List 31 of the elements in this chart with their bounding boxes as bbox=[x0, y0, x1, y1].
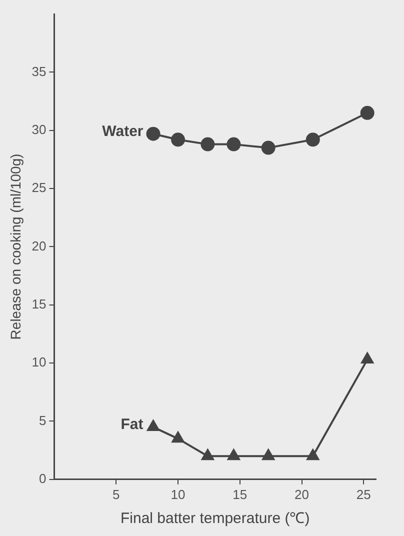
point bbox=[261, 140, 276, 155]
point bbox=[306, 449, 320, 460]
x-tick-label: 5 bbox=[112, 486, 120, 502]
x-tick-label: 25 bbox=[356, 486, 371, 502]
y-axis-title: Release on cooking (ml/100g) bbox=[7, 154, 24, 340]
y-tick-label: 5 bbox=[39, 412, 46, 428]
point bbox=[147, 420, 160, 432]
point bbox=[172, 432, 184, 443]
x-tick-label: 20 bbox=[294, 486, 309, 502]
point bbox=[262, 449, 275, 460]
y-tick-label: 35 bbox=[32, 64, 46, 79]
point bbox=[360, 106, 374, 120]
x-tick-label: 10 bbox=[170, 486, 186, 502]
point bbox=[306, 132, 320, 147]
point bbox=[146, 126, 160, 141]
point bbox=[361, 352, 374, 364]
point bbox=[200, 137, 215, 152]
point bbox=[171, 132, 186, 147]
x-axis-title: Final batter temperature (℃) bbox=[120, 510, 310, 528]
y-tick-label: 0 bbox=[39, 470, 46, 486]
y-tick-label: 30 bbox=[32, 122, 46, 137]
series-label: Water bbox=[102, 122, 144, 140]
point bbox=[227, 449, 240, 460]
y-tick-label: 10 bbox=[32, 354, 46, 370]
y-tick-label: 20 bbox=[32, 238, 46, 254]
point bbox=[226, 137, 241, 152]
y-tick-label: 15 bbox=[32, 296, 46, 312]
y-tick-label: 25 bbox=[32, 180, 46, 196]
series-label: Fat bbox=[120, 416, 144, 434]
x-tick-label: 15 bbox=[232, 486, 248, 502]
point bbox=[202, 449, 214, 460]
